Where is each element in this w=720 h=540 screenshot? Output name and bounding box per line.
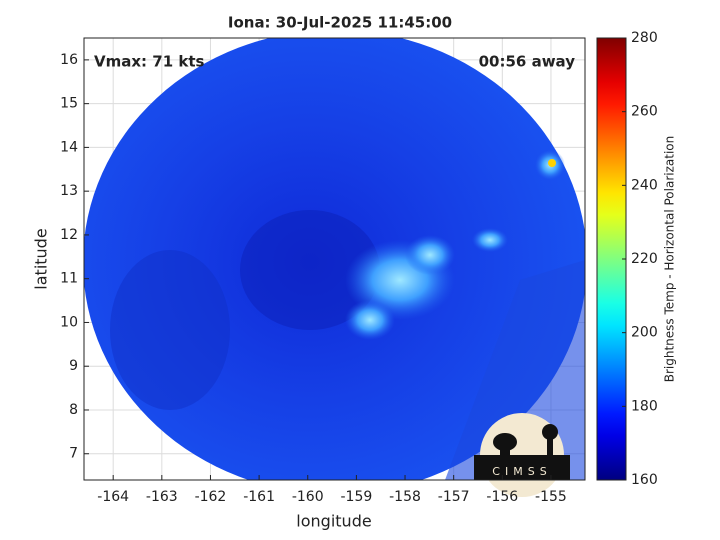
colorbar-tick-label: 240 (631, 177, 658, 193)
annotation: 00:56 away (479, 53, 576, 71)
y-tick-label: 9 (69, 358, 78, 374)
y-tick-label: 12 (60, 227, 78, 243)
chart-title: Iona: 30-Jul-2025 11:45:00 (228, 14, 452, 32)
x-tick-label: -159 (340, 489, 372, 505)
y-tick-label: 15 (60, 96, 78, 112)
y-tick-label: 10 (60, 314, 78, 330)
y-tick-label: 7 (69, 446, 78, 462)
y-axis-label: latitude (32, 228, 51, 289)
x-tick-label: -163 (146, 489, 178, 505)
x-tick-label: -158 (389, 489, 421, 505)
x-tick-label: -156 (486, 489, 518, 505)
logo-text: CIMSS (492, 465, 551, 478)
colorbar (596, 37, 627, 481)
x-tick-label: -157 (438, 489, 470, 505)
y-tick-label: 11 (60, 271, 78, 287)
x-tick-label: -161 (243, 489, 275, 505)
y-tick-label: 14 (60, 139, 78, 155)
y-tick-label: 8 (69, 402, 78, 418)
colorbar-tick-label: 260 (631, 104, 658, 120)
logo: CIMSS (474, 413, 570, 497)
x-axis-label: longitude (296, 512, 371, 531)
annotation: Vmax: 71 kts (94, 53, 204, 71)
y-tick-label: 13 (60, 183, 78, 199)
x-tick-label: -155 (535, 489, 567, 505)
colorbar-tick-label: 200 (631, 325, 658, 341)
colorbar-tick-label: 180 (631, 398, 658, 414)
plot-frame (83, 37, 586, 481)
y-tick-label: 16 (60, 52, 78, 68)
x-tick-label: -162 (195, 489, 227, 505)
colorbar-label: Brightness Temp - Horizontal Polarizatio… (663, 136, 677, 383)
colorbar-tick-label: 280 (631, 30, 658, 46)
colorbar-tick-label: 220 (631, 251, 658, 267)
x-tick-label: -160 (292, 489, 324, 505)
colorbar-tick-label: 160 (631, 472, 658, 488)
x-tick-label: -164 (97, 489, 129, 505)
